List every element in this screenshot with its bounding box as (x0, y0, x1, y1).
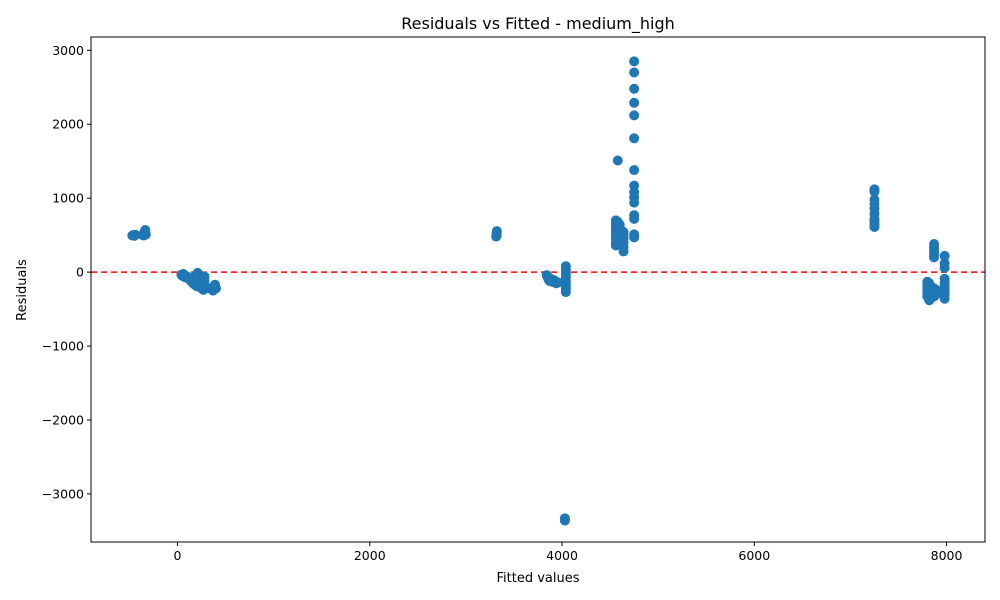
y-axis-label: Residuals (15, 259, 30, 321)
scatter-point (612, 155, 623, 166)
scatter-point (629, 83, 640, 94)
scatter-point (939, 250, 950, 261)
scatter-point (629, 133, 640, 144)
scatter-point (559, 515, 570, 526)
scatter-point (629, 165, 640, 176)
scatter-point (629, 97, 640, 108)
scatter-point (930, 289, 941, 300)
y-axis-ticks: −3000 −2000 −1000 0 1000 2000 3000 (42, 43, 91, 501)
scatter-point (130, 229, 141, 240)
scatter-point (560, 287, 571, 298)
scatter-point (199, 271, 210, 282)
scatter-point (869, 222, 880, 233)
scatter-point (618, 246, 629, 257)
y-tick-label: 0 (76, 265, 84, 280)
scatter-point (939, 293, 950, 304)
x-tick-label: 0 (174, 548, 182, 563)
scatter-point (629, 110, 640, 121)
scatter-point (629, 67, 640, 78)
y-tick-label: −3000 (42, 486, 84, 501)
x-axis-label: Fitted values (496, 571, 579, 586)
chart-title: Residuals vs Fitted - medium_high (401, 14, 675, 34)
scatter-points (127, 56, 950, 526)
scatter-point (491, 230, 502, 241)
plot-frame (90, 36, 986, 543)
scatter-point (553, 277, 564, 288)
y-tick-label: −1000 (42, 339, 84, 354)
y-tick-label: 2000 (52, 117, 84, 132)
scatter-point (138, 230, 149, 241)
x-tick-label: 8000 (931, 548, 963, 563)
scatter-point (629, 197, 640, 208)
scatter-point (210, 283, 221, 294)
x-tick-label: 2000 (354, 548, 386, 563)
x-axis-ticks: 0 2000 4000 6000 8000 (174, 542, 963, 563)
y-tick-label: 1000 (52, 191, 84, 206)
scatter-point (629, 232, 640, 243)
scatter-point (629, 56, 640, 67)
scatter-point (869, 186, 880, 197)
x-tick-label: 4000 (546, 548, 578, 563)
y-tick-label: 3000 (52, 43, 84, 58)
scatter-point (629, 213, 640, 224)
x-tick-label: 6000 (738, 548, 770, 563)
scatter-point (939, 262, 950, 273)
scatter-point (929, 252, 940, 263)
y-tick-label: −2000 (42, 413, 84, 428)
